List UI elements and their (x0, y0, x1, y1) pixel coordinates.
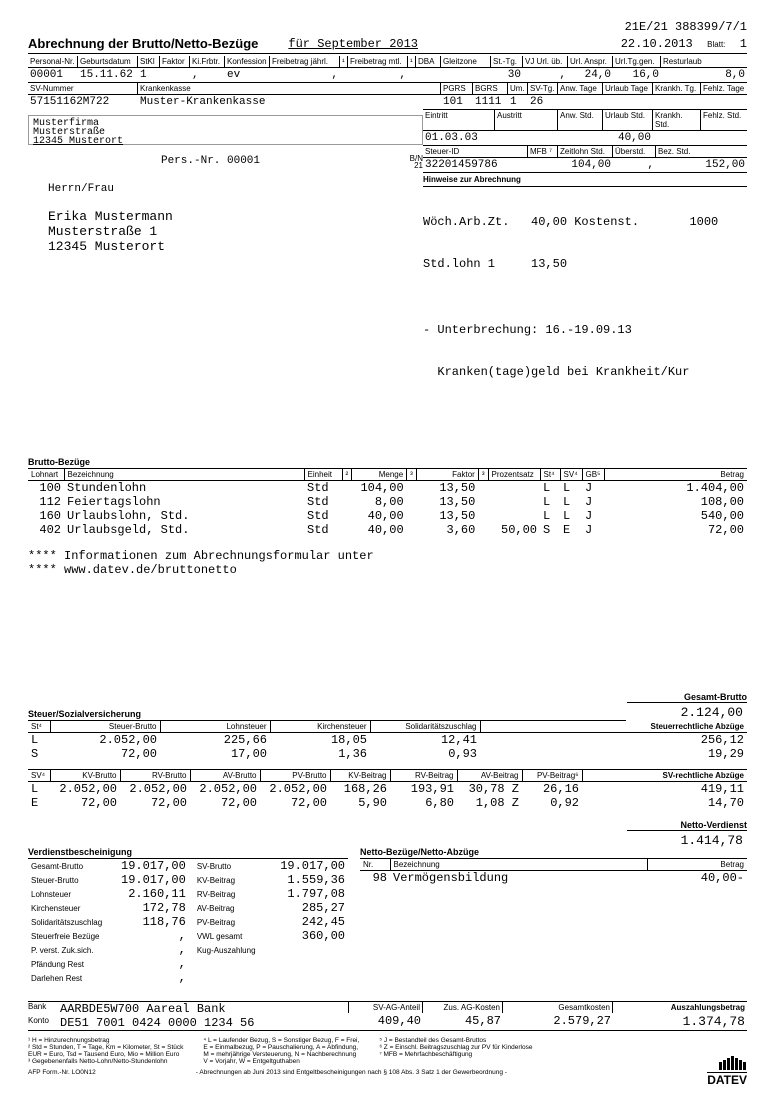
table-row: Steuerfreie Bezüge,VWL gesamt360,00 (28, 929, 348, 943)
table-row: S72,0017,001,360,9319,29 (28, 747, 747, 761)
table-row: Kirchensteuer172,78AV-Beitrag285,27 (28, 901, 348, 915)
table-row: P. verst. Zuk.sich.,Kug-Auszahlung (28, 943, 348, 957)
auszahlung: 1.374,78 (613, 1014, 747, 1029)
doc-title: Abrechnung der Brutto/Netto-Bezüge (28, 36, 258, 51)
table-row: 112FeiertagslohnStd8,0013,50LLJ108,00 (28, 495, 747, 509)
persnr: Pers.-Nr. 00001 (28, 155, 393, 169)
brutto-title: Brutto-Bezüge (28, 457, 747, 469)
table-row: Steuer-Brutto19.017,00KV-Beitrag1.559,36 (28, 873, 348, 887)
table-row: 100StundenlohnStd104,0013,50LLJ1.404,00 (28, 481, 747, 496)
period: für September 2013 (288, 37, 418, 51)
table-row: 160Urlaubslohn, Std.Std40,0013,50LLJ540,… (28, 509, 747, 523)
konto: DE51 7001 0424 0000 1234 56 (60, 1016, 254, 1030)
recipient-name: Erika Mustermann (48, 209, 423, 224)
hdr-row1-vals: 0000115.11.621,ev,,30,24,016,08,0 (28, 68, 747, 83)
nettobez-title: Netto-Bezüge/Netto-Abzüge (360, 847, 747, 859)
recipient-street: Musterstraße 1 (48, 224, 423, 239)
table-row: L2.052,00225,6618,0512,41256,12 (28, 733, 747, 748)
table-row: Pfändung Rest, (28, 957, 348, 971)
hinweise-title: Hinweise zur Abrechnung (423, 173, 747, 187)
verdienst-title: Verdienstbescheinigung (28, 847, 348, 859)
bank-name: AARBDE5W700 Aareal Bank (60, 1002, 226, 1016)
hdr-row2-vals: 57151162M722Muster-Krankenkasse101111112… (28, 95, 747, 109)
table-row: Lohnsteuer2.160,11RV-Beitrag1.797,08 (28, 887, 348, 901)
table-row: E72,0072,0072,0072,005,906,801,08 Z0,921… (28, 796, 747, 810)
steuer-table1: St⁴Steuer-BruttoLohnsteuerKirchensteuerS… (28, 721, 747, 761)
brutto-table: LohnartBezeichnungEinheit²Menge³Faktor³P… (28, 469, 747, 537)
hdr-row1-labels: Personal-Nr.GeburtsdatumStKlFaktorKi.Frb… (28, 56, 747, 68)
table-row: L2.052,002.052,002.052,002.052,00168,261… (28, 782, 747, 797)
doc-code: 21E/21 388399/7/1 (28, 20, 747, 34)
company-address: MusterfirmaMusterstraße12345 Musterort (28, 115, 423, 145)
recipient-anrede: Herrn/Frau (48, 183, 423, 195)
steuer-table2: SV⁴KV-BruttoRV-BruttoAV-BruttoPV-BruttoK… (28, 769, 747, 810)
gesamt-brutto: 2.124,00 (627, 702, 747, 722)
bn: B/N21 (393, 155, 423, 169)
table-row: Darlehen Rest, (28, 971, 348, 985)
hdr-row2-labels: SV-NummerKrankenkassePGRSBGRSUm.SV-Tg.An… (28, 83, 747, 95)
table-row: 402Urlaubsgeld, Std.Std40,003,6050,00SEJ… (28, 523, 747, 537)
table-row: Gesamt-Brutto19.017,00SV-Brutto19.017,00 (28, 859, 348, 873)
verdienst-table: Gesamt-Brutto19.017,00SV-Brutto19.017,00… (28, 859, 348, 985)
doc-date: 22.10.2013 (621, 37, 693, 51)
nettobez-table: Nr.BezeichnungBetrag 98Vermögensbildung4… (360, 859, 747, 885)
table-row: Solidaritätszuschlag118,76PV-Beitrag242,… (28, 915, 348, 929)
recipient-city: 12345 Musterort (48, 239, 423, 254)
